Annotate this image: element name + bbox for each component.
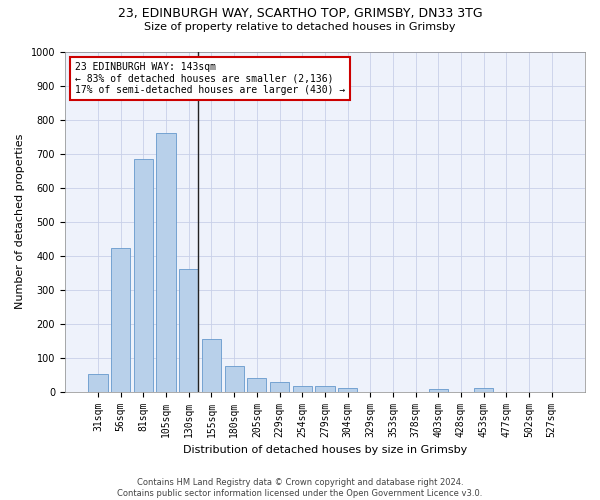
Text: 23, EDINBURGH WAY, SCARTHO TOP, GRIMSBY, DN33 3TG: 23, EDINBURGH WAY, SCARTHO TOP, GRIMSBY,…	[118, 8, 482, 20]
Bar	[179, 268, 199, 392]
Bar	[247, 378, 266, 392]
Text: Size of property relative to detached houses in Grimsby: Size of property relative to detached ho…	[144, 22, 456, 32]
Bar	[315, 386, 335, 392]
Bar	[270, 382, 289, 392]
Bar	[428, 389, 448, 392]
Bar	[157, 133, 176, 392]
X-axis label: Distribution of detached houses by size in Grimsby: Distribution of detached houses by size …	[183, 445, 467, 455]
Text: 23 EDINBURGH WAY: 143sqm
← 83% of detached houses are smaller (2,136)
17% of sem: 23 EDINBURGH WAY: 143sqm ← 83% of detach…	[75, 62, 346, 95]
Bar	[111, 248, 130, 392]
Bar	[134, 158, 153, 392]
Bar	[293, 386, 312, 392]
Bar	[474, 388, 493, 392]
Bar	[224, 366, 244, 392]
Text: Contains HM Land Registry data © Crown copyright and database right 2024.
Contai: Contains HM Land Registry data © Crown c…	[118, 478, 482, 498]
Bar	[202, 339, 221, 392]
Y-axis label: Number of detached properties: Number of detached properties	[15, 134, 25, 310]
Bar	[338, 388, 357, 392]
Bar	[88, 374, 108, 392]
